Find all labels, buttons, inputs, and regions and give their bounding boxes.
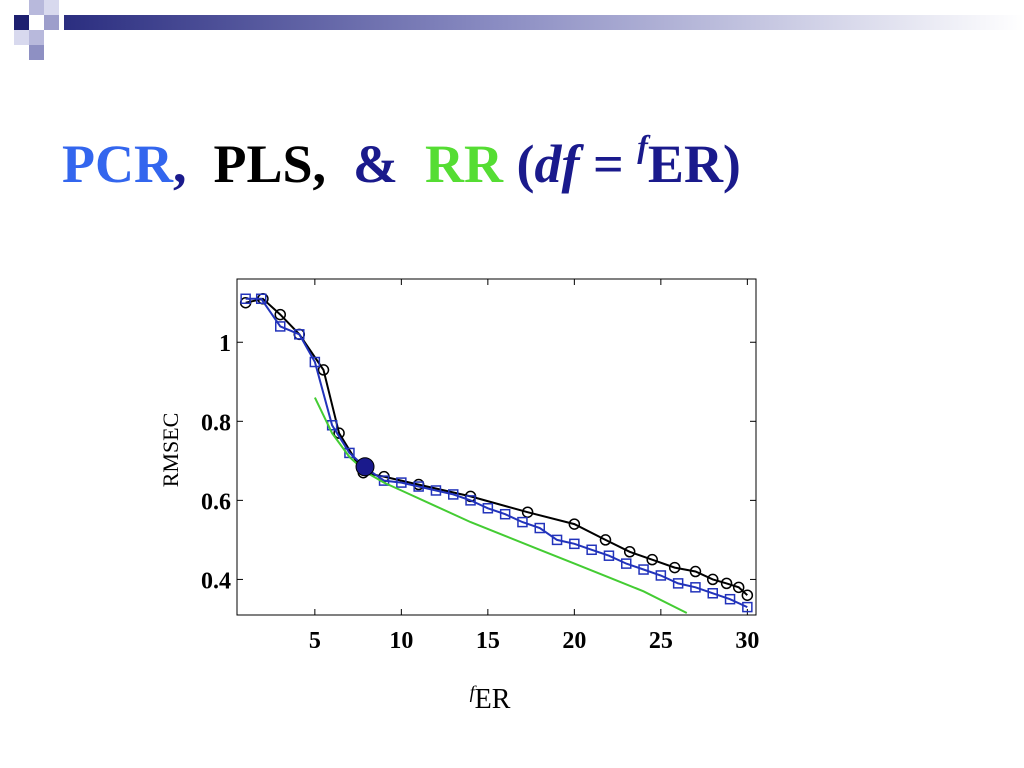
data-point-circle — [732, 581, 745, 594]
title-open-paren: ( — [516, 134, 535, 194]
series-line-1 — [245, 297, 748, 609]
title-df: df — [534, 134, 580, 194]
title-pcr: PCR — [62, 134, 173, 194]
data-point-square — [430, 485, 442, 496]
deco-square — [14, 15, 29, 30]
y-tick-label: 1 — [219, 331, 231, 357]
data-point-square — [586, 544, 597, 556]
data-point-square — [294, 329, 305, 340]
x-tick-label: 5 — [309, 628, 321, 654]
data-point-square — [672, 578, 684, 589]
header-gradient-bar — [64, 15, 1024, 30]
data-point-square — [551, 534, 563, 546]
series-line-0 — [245, 297, 748, 596]
data-point-square — [499, 508, 511, 520]
x-axis-label: fER — [470, 682, 511, 715]
highlight-point — [355, 457, 375, 477]
data-point-circle — [568, 518, 581, 530]
x-tick-label: 25 — [649, 628, 673, 654]
data-point-square — [569, 538, 580, 550]
x-tick-label: 30 — [735, 628, 759, 654]
slide-header-decoration — [14, 0, 1024, 60]
data-point-circle — [646, 553, 658, 566]
data-point-square — [707, 588, 718, 599]
deco-square — [44, 0, 59, 15]
data-point-circle — [689, 565, 702, 578]
data-point-circle — [741, 589, 754, 601]
deco-square — [29, 45, 44, 60]
data-point-square — [621, 558, 632, 569]
data-point-square — [309, 356, 321, 368]
x-axis-label-text: ER — [475, 684, 511, 715]
series-line-2 — [313, 397, 688, 614]
title-rr: RR — [425, 134, 504, 194]
deco-square — [29, 30, 44, 45]
data-point-square — [517, 516, 528, 528]
data-point-circle — [274, 308, 286, 321]
title-amp: & — [353, 134, 399, 194]
data-point-circle — [623, 546, 636, 558]
data-point-circle — [599, 534, 612, 546]
x-tick-label: 10 — [389, 628, 413, 654]
x-tick-label: 20 — [562, 628, 586, 654]
y-axis-label: RMSEC — [158, 413, 183, 488]
data-point-square — [482, 503, 494, 514]
data-point-square — [603, 550, 615, 561]
title-comma: , — [172, 134, 187, 194]
data-point-square — [655, 570, 667, 581]
y-tick-label: 0.8 — [201, 410, 231, 436]
y-tick-label: 0.4 — [201, 568, 231, 594]
slide-title: PCR, PLS, & RR (df = fER) — [62, 130, 741, 194]
x-axis-label-sup: f — [470, 682, 478, 702]
title-sup-f: f — [637, 128, 648, 164]
data-point-circle — [668, 561, 681, 574]
data-point-square — [742, 601, 753, 613]
data-point-square — [396, 477, 407, 488]
data-point-circle — [720, 577, 733, 590]
x-tick-label: 15 — [476, 628, 500, 654]
title-er: ER) — [647, 134, 741, 194]
data-point-square — [255, 293, 267, 305]
data-point-square — [413, 481, 424, 492]
data-point-circle — [317, 364, 330, 376]
data-point-square — [534, 522, 545, 534]
title-equals: = — [592, 134, 624, 194]
data-point-square — [724, 593, 736, 605]
data-point-square — [690, 582, 701, 593]
data-point-square — [638, 564, 649, 575]
data-point-circle — [707, 573, 719, 586]
deco-square — [44, 15, 59, 30]
deco-square — [14, 30, 29, 45]
title-pls: PLS, — [213, 134, 327, 194]
data-point-square — [240, 293, 251, 305]
y-tick-label: 0.6 — [201, 489, 231, 515]
data-point-square — [465, 495, 476, 506]
plot-frame — [236, 278, 757, 616]
deco-square — [29, 0, 44, 15]
data-point-square — [275, 321, 286, 332]
data-point-square — [448, 489, 459, 500]
